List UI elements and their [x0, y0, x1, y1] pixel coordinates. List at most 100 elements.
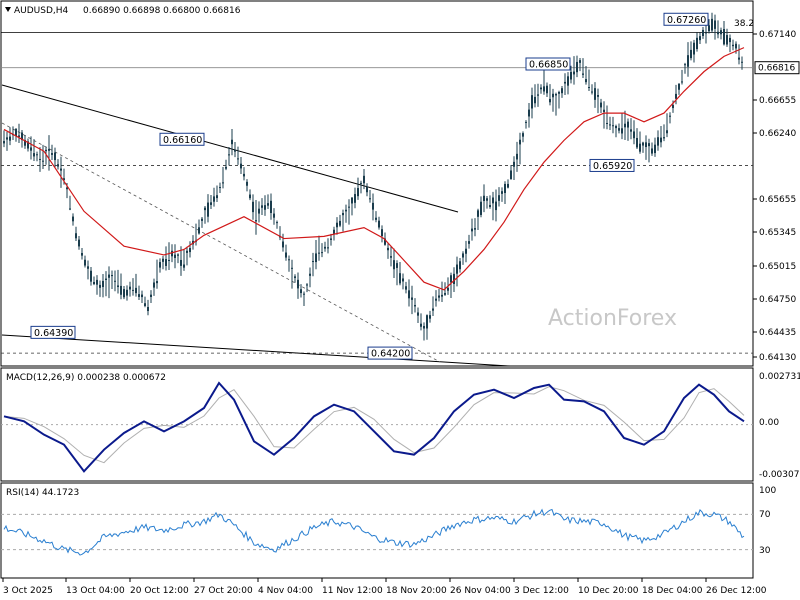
candle-body: [186, 250, 188, 253]
candle-body: [36, 154, 38, 156]
dropdown-icon[interactable]: [5, 7, 11, 12]
candle-body: [534, 96, 536, 104]
candle-body: [345, 209, 347, 212]
candle-body: [561, 88, 563, 94]
candle-body: [618, 128, 620, 131]
price-panel-frame: [0, 0, 754, 367]
price-annotation-label: 0.66850: [529, 60, 568, 71]
candle-body: [513, 161, 515, 167]
price-tick-label: 0.65345: [759, 228, 796, 238]
price-annotation-box: [30, 325, 76, 339]
candle-body: [72, 216, 74, 222]
candle-body: [66, 187, 68, 190]
rsi-line: [3, 508, 745, 556]
candle-body: [480, 201, 482, 215]
x-tick-label: 10 Dec 20:00: [578, 586, 639, 596]
candle-body: [132, 289, 134, 291]
candle-body: [396, 263, 398, 268]
candle-body: [609, 124, 611, 126]
candle-body: [720, 30, 722, 35]
candle-body: [489, 205, 491, 207]
candle-body: [474, 228, 476, 230]
candle-body: [264, 205, 266, 210]
candle-body: [738, 57, 740, 60]
candle-body: [156, 281, 158, 284]
candle-body: [300, 289, 302, 294]
x-tick-label: 18 Dec 04:00: [642, 586, 703, 596]
candle-body: [591, 91, 593, 93]
candle-body: [687, 55, 689, 67]
candle-body: [312, 261, 314, 263]
candle-body: [144, 303, 146, 306]
candle-body: [729, 37, 731, 43]
price-annotation-box: [663, 12, 709, 26]
candle-body: [306, 284, 308, 286]
candle-body: [240, 163, 242, 169]
candle-body: [333, 229, 335, 234]
candle-body: [444, 293, 446, 295]
candle-body: [624, 123, 626, 128]
candle-body: [507, 183, 509, 188]
candle-body: [453, 273, 455, 285]
candle-body: [126, 289, 128, 296]
candle-body: [270, 200, 272, 214]
candle-body: [123, 289, 125, 298]
candle-body: [330, 238, 332, 240]
ohlc-header: 0.66890 0.66898 0.66800 0.66816: [83, 6, 241, 16]
x-tick-label: 3 Oct 2025: [3, 586, 53, 596]
candle-body: [84, 259, 86, 266]
candle-body: [735, 43, 737, 49]
x-tick-label: 3 Dec 12:00: [514, 586, 569, 596]
fib-label: 38.2: [734, 19, 754, 29]
candle-body: [519, 139, 521, 145]
candle-body: [462, 253, 464, 258]
candle-body: [567, 76, 569, 86]
candle-body: [255, 220, 257, 222]
candle-body: [207, 202, 209, 217]
candle-body: [318, 252, 320, 254]
candle-body: [630, 129, 632, 132]
rsi-tick-label: 30: [759, 546, 771, 556]
candle-body: [423, 326, 425, 329]
candle-body: [288, 259, 290, 261]
candle-body: [183, 264, 185, 268]
candle-body: [501, 191, 503, 194]
rsi-layer: [1, 508, 753, 556]
current-price-box: [754, 61, 800, 75]
candle-body: [60, 168, 62, 171]
candle-body: [351, 197, 353, 204]
candle-body: [393, 260, 395, 270]
candle-body: [117, 285, 119, 288]
candle-body: [93, 282, 95, 285]
candle-body: [63, 178, 65, 181]
candle-body: [681, 81, 683, 83]
candle-body: [180, 259, 182, 266]
candle-body: [417, 312, 419, 316]
candle-body: [222, 182, 224, 184]
candle-body: [543, 86, 545, 92]
candle-body: [69, 208, 71, 210]
candle-body: [426, 315, 428, 329]
candle-body: [243, 173, 245, 177]
candle-body: [135, 287, 137, 294]
candle-body: [468, 241, 470, 244]
candle-body: [666, 130, 668, 134]
candle-body: [588, 87, 590, 89]
candle-body: [303, 293, 305, 295]
candle-body: [471, 228, 473, 232]
price-annotation-label: 0.64200: [371, 349, 410, 360]
price-tick-label: 0.67140: [759, 30, 796, 40]
moving-average-line: [3, 47, 745, 291]
candles-group: [3, 12, 743, 341]
candle-body: [420, 323, 422, 327]
price-tick-label: 0.64750: [759, 295, 796, 305]
price-layer: 0.67260 0.66850 0.66160 0.65920 0.64390 0.642…: [1, 12, 754, 367]
candle-body: [267, 203, 269, 206]
candle-body: [429, 315, 431, 319]
candle-body: [510, 170, 512, 180]
candle-body: [606, 122, 608, 124]
x-tick-label: 11 Nov 12:00: [322, 586, 383, 596]
candle-body: [522, 133, 524, 137]
candle-body: [570, 71, 572, 80]
candle-body: [21, 132, 23, 141]
